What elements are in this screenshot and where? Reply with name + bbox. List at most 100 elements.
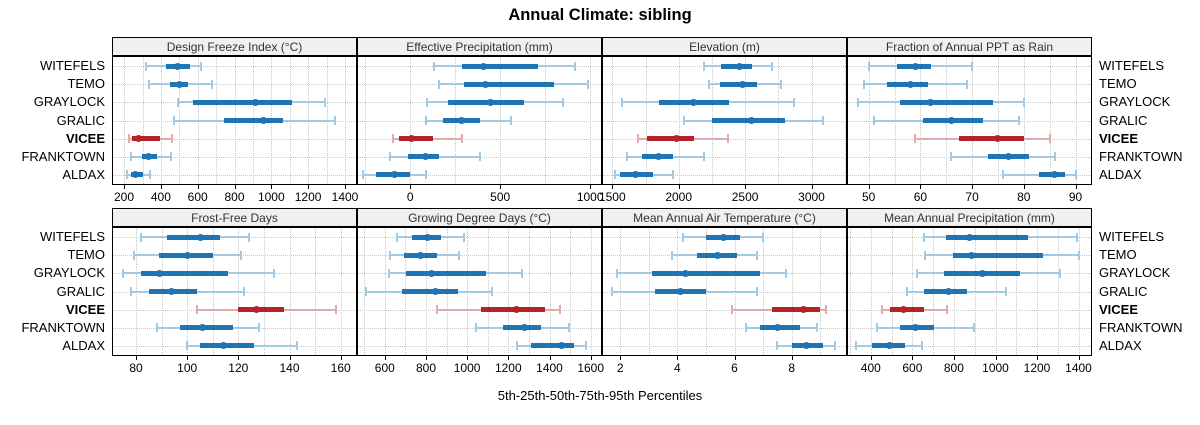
axis-tick-label: 6: [731, 361, 738, 375]
interval-25-75: [531, 343, 575, 349]
median-dot: [521, 324, 529, 332]
axis-tick: [745, 185, 747, 189]
whisker-cap: [490, 287, 493, 296]
axis-tick-label: 80: [129, 361, 143, 375]
median-dot: [417, 251, 425, 259]
axis-tick-label: 0: [406, 190, 414, 204]
axis-tick-label: 500: [490, 190, 511, 204]
whisker-cap: [825, 305, 827, 315]
whisker-cap: [145, 61, 148, 71]
median-dot: [773, 324, 781, 332]
median-dot: [558, 342, 566, 350]
median-dot: [196, 233, 204, 241]
axis-tick-label: 3000: [798, 190, 825, 204]
whisker-cap: [682, 232, 684, 242]
axis-tick: [500, 185, 502, 189]
axis-tick-label: 1000: [453, 361, 481, 375]
axis-tick: [384, 356, 386, 360]
median-dot: [802, 342, 810, 350]
axis-tick: [590, 356, 592, 360]
whisker-cap: [273, 268, 276, 278]
station-label-right: ALDAX: [1099, 166, 1142, 182]
gridline-horizontal: [603, 156, 846, 158]
panel-header: Elevation (m): [602, 37, 847, 56]
gridline-horizontal: [603, 309, 846, 311]
axis-tick-label: 200: [113, 190, 135, 204]
whisker-cap: [155, 323, 158, 333]
whisker-cap: [614, 170, 616, 180]
median-dot: [945, 288, 953, 295]
median-dot: [676, 288, 684, 295]
interval-25-75: [899, 99, 993, 105]
axis-tick: [124, 185, 125, 189]
gridline-horizontal: [603, 327, 846, 329]
whisker-cap: [876, 323, 879, 333]
whisker-cap: [1058, 268, 1061, 278]
whisker-cap: [170, 134, 173, 144]
station-label-left: GRAYLOCK: [33, 94, 105, 110]
median-dot: [219, 342, 227, 350]
station-label-right: WITEFELS: [1099, 229, 1165, 245]
median-dot: [513, 306, 521, 314]
axis-tick: [1075, 185, 1077, 189]
interval-25-75: [179, 325, 234, 331]
whisker-cap: [1053, 152, 1056, 162]
gridline-horizontal: [113, 84, 356, 86]
axis-tick-label: 1200: [494, 361, 522, 375]
whisker-cap: [867, 61, 870, 71]
axis-tick-label: 600: [187, 190, 208, 204]
station-label-left: TEMO: [67, 76, 105, 92]
gridline-horizontal: [358, 345, 601, 347]
interval-25-75: [461, 63, 538, 69]
interval-25-75: [132, 136, 160, 142]
whisker-cap: [432, 61, 435, 71]
whisker-cap: [515, 341, 518, 351]
whisker-cap: [200, 61, 203, 71]
median-dot: [145, 153, 153, 161]
whisker-cap: [125, 170, 128, 180]
whisker-cap: [744, 323, 747, 333]
whisker-cap: [333, 116, 336, 125]
station-label-right: TEMO: [1099, 76, 1137, 92]
interval-25-75: [141, 270, 229, 276]
median-dot: [427, 269, 435, 277]
median-dot: [927, 98, 935, 106]
station-label-left: FRANKTOWN: [21, 148, 105, 164]
gridline-horizontal: [358, 255, 601, 257]
whisker-cap: [210, 79, 213, 89]
panel: [112, 56, 357, 185]
interval-25-75: [193, 99, 293, 105]
whisker-cap: [779, 79, 782, 89]
interval-25-75: [480, 307, 546, 313]
axis-tick-label: 140: [279, 361, 300, 375]
station-label-right: FRANKTOWN: [1099, 319, 1183, 335]
whisker-cap: [361, 170, 364, 180]
station-label-left: WITEFELS: [39, 229, 105, 245]
gridline-horizontal: [848, 84, 1091, 86]
whisker-cap: [257, 323, 260, 333]
panel: [112, 227, 357, 356]
whisker-cap: [756, 287, 759, 296]
median-dot: [1051, 171, 1059, 179]
whisker-cap: [140, 232, 143, 242]
whisker-cap: [438, 79, 440, 89]
axis-tick-label: 8: [788, 361, 796, 375]
whisker-cap: [683, 116, 685, 125]
median-dot: [252, 306, 260, 314]
whisker-cap: [616, 268, 619, 278]
axis-tick-label: 1500: [598, 190, 626, 204]
median-dot: [259, 117, 267, 124]
median-dot: [994, 135, 1002, 143]
whisker-cap: [670, 250, 673, 260]
axis-tick-label: 1400: [536, 361, 563, 375]
interval-25-75: [402, 289, 458, 294]
whisker-cap: [426, 97, 429, 107]
whisker-cap: [1074, 170, 1077, 180]
axis-tick-label: 100: [177, 361, 198, 375]
axis-tick-label: 120: [228, 361, 249, 375]
whisker-cap: [239, 250, 242, 260]
station-label-left: GRALIC: [56, 283, 105, 299]
interval-25-75: [651, 270, 761, 276]
interval-25-75: [719, 81, 758, 87]
axis-tick-label: 1400: [331, 190, 359, 204]
